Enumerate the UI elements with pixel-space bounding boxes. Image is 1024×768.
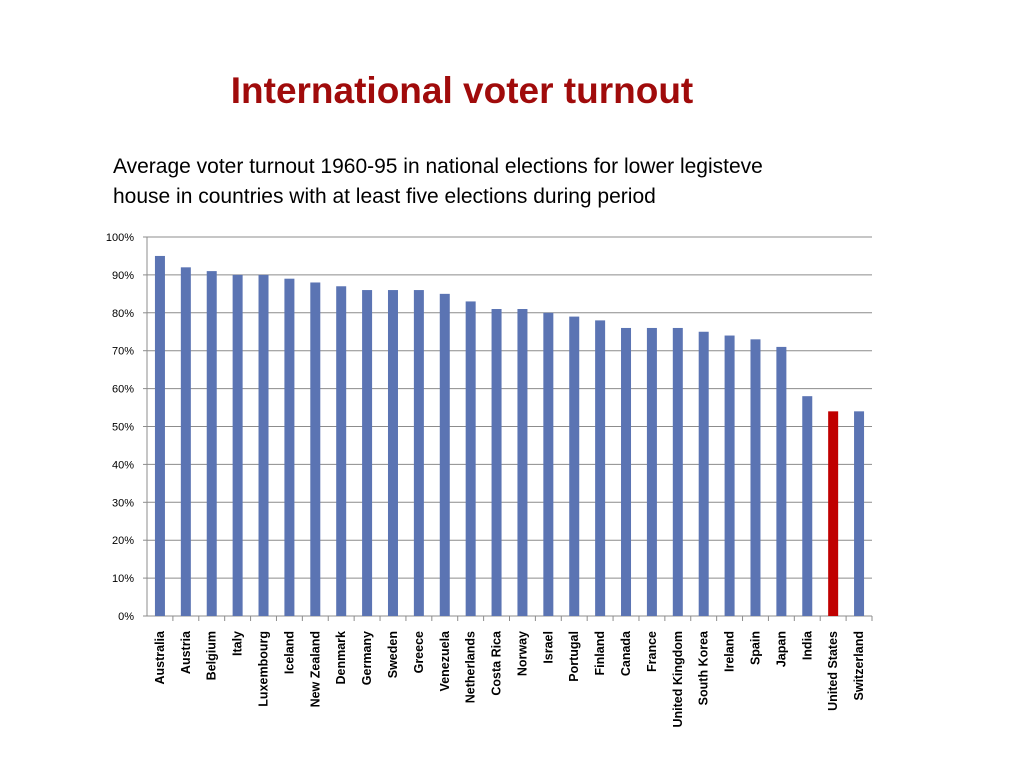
subtitle-line-2: house in countries with at least five el… xyxy=(113,185,656,208)
slide-title: International voter turnout xyxy=(230,70,694,111)
y-tick-label: 0% xyxy=(118,611,134,623)
x-tick-label: Portugal xyxy=(567,631,581,682)
bar-iceland xyxy=(284,278,295,616)
bar-new-zealand xyxy=(310,282,321,616)
x-tick-label: Ireland xyxy=(723,631,737,672)
bar-ireland xyxy=(724,335,735,616)
y-tick-label: 10% xyxy=(112,573,134,585)
x-tick-label: Netherlands xyxy=(464,631,478,703)
bar-venezuela xyxy=(439,293,450,616)
bars xyxy=(154,255,865,616)
x-tick-label: Spain xyxy=(748,631,762,665)
bar-austria xyxy=(180,267,191,616)
x-tick-label: Japan xyxy=(774,631,788,667)
x-axis-tick-labels: Australia Austria Belgium Italy Luxembourg Ic… xyxy=(153,630,866,728)
bar-sweden xyxy=(387,290,398,616)
x-tick-label: Switzerland xyxy=(852,631,866,700)
bar-portugal xyxy=(569,316,580,616)
bar-finland xyxy=(595,320,606,616)
bar-denmark xyxy=(336,286,347,616)
bar-costa-rica xyxy=(491,309,502,616)
gridlines xyxy=(143,236,873,621)
x-tick-label: United Kingdom xyxy=(671,631,685,728)
x-tick-label: Sweden xyxy=(386,631,400,678)
x-tick-label: Canada xyxy=(619,630,633,676)
x-tick-label: Venezuela xyxy=(438,630,452,691)
x-tick-label: Germany xyxy=(360,631,374,685)
y-tick-label: 50% xyxy=(112,422,134,434)
bar-japan xyxy=(776,346,787,616)
x-tick-label: Luxembourg xyxy=(257,631,271,707)
bar-switzerland xyxy=(854,411,865,616)
x-tick-label: Costa Rica xyxy=(490,630,504,696)
y-tick-label: 70% xyxy=(112,346,134,358)
bar-spain xyxy=(750,339,761,616)
bar-australia xyxy=(154,255,165,616)
bar-south-korea xyxy=(698,331,709,616)
y-tick-label: 90% xyxy=(112,270,134,282)
y-tick-label: 60% xyxy=(112,384,134,396)
chart-subtitle: Average voter turnout 1960-95 in nationa… xyxy=(113,152,933,212)
bar-israel xyxy=(543,312,554,616)
x-tick-label: New Zealand xyxy=(308,631,322,707)
bar-belgium xyxy=(206,271,217,616)
y-tick-label: 40% xyxy=(112,459,134,471)
bar-norway xyxy=(517,309,528,616)
x-tick-label: United States xyxy=(826,631,840,711)
x-tick-label: Finland xyxy=(593,631,607,675)
y-axis-tick-labels: 0% 10% 20% 30% 40% 50% 60% 70% 80% 90% 100% xyxy=(106,232,134,623)
x-tick-label: Italy xyxy=(231,631,245,656)
x-tick-label: Iceland xyxy=(282,631,296,674)
subtitle-line-1: Average voter turnout 1960-95 in nationa… xyxy=(113,155,763,178)
x-tick-label: Austria xyxy=(179,630,193,674)
x-tick-label: India xyxy=(800,630,814,660)
y-tick-label: 30% xyxy=(112,497,134,509)
y-tick-label: 80% xyxy=(112,308,134,320)
y-tick-label: 100% xyxy=(106,232,134,244)
x-tick-label: Norway xyxy=(515,631,529,676)
bar-netherlands xyxy=(465,301,476,616)
bar-india xyxy=(802,396,813,616)
bar-canada xyxy=(621,327,632,616)
bar-france xyxy=(646,327,657,616)
x-tick-label: Belgium xyxy=(205,631,219,680)
bar-united-kingdom xyxy=(672,327,683,616)
x-tick-label: France xyxy=(645,631,659,672)
x-tick-label: Greece xyxy=(412,631,426,673)
x-tick-label: South Korea xyxy=(697,630,711,705)
bar-greece xyxy=(413,290,424,616)
bar-italy xyxy=(232,274,243,616)
x-tick-label: Denmark xyxy=(334,631,348,685)
bar-united-states xyxy=(828,411,839,616)
bar-luxembourg xyxy=(258,274,269,616)
bar-germany xyxy=(362,290,373,616)
y-tick-label: 20% xyxy=(112,535,134,547)
x-tick-label: Israel xyxy=(541,631,555,664)
x-tick-label: Australia xyxy=(153,630,167,685)
